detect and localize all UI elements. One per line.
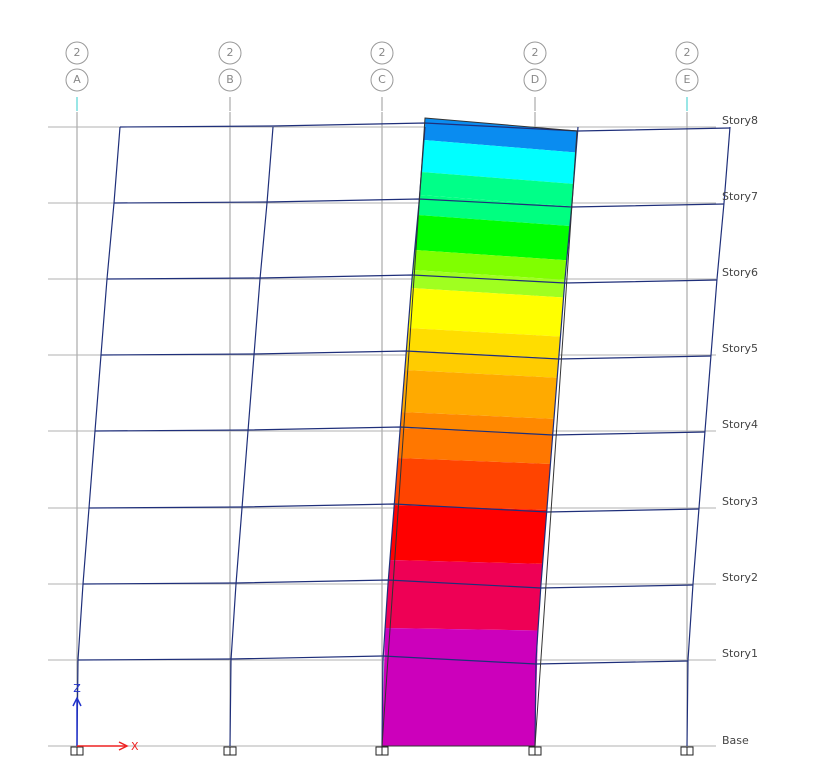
deformed-beam	[77, 655, 689, 665]
deformed-beam	[88, 503, 700, 513]
grid-bubble	[65, 41, 89, 65]
grid-bubble	[675, 41, 699, 65]
grid-bubble	[370, 68, 394, 92]
grid-bubble	[523, 68, 547, 92]
wall-band	[412, 250, 567, 280]
bubble-label: A	[73, 73, 81, 86]
story-label: Story2	[722, 571, 758, 584]
deformed-column	[76, 126, 121, 747]
bubble-number: 2	[74, 46, 81, 59]
wall-band	[423, 118, 578, 153]
grid-bubble	[675, 68, 699, 92]
story-label: Story3	[722, 495, 758, 508]
wall-band	[397, 428, 553, 464]
wall-band	[401, 370, 558, 419]
story-label: Story8	[722, 114, 758, 127]
bubble-number: 2	[379, 46, 386, 59]
bubble-number: 2	[532, 46, 539, 59]
wall-outline	[381, 117, 578, 747]
wall-band	[414, 215, 570, 261]
story-label: Story7	[722, 190, 758, 203]
grid-bubble	[523, 41, 547, 65]
story-label: Story4	[722, 418, 758, 431]
bubble-number: 2	[684, 46, 691, 59]
wall-band	[419, 172, 574, 207]
x-arrow	[118, 741, 129, 751]
grid-bubble	[65, 68, 89, 92]
grid-bubble	[218, 41, 242, 65]
grid-bubble	[218, 68, 242, 92]
wall-band	[408, 288, 564, 337]
wall-band	[389, 505, 547, 564]
deformed-beam	[82, 579, 694, 589]
deformed-column	[686, 126, 731, 747]
story-label: Base	[722, 734, 749, 747]
deformed-column	[229, 126, 274, 747]
wall-band	[406, 328, 561, 359]
wall-band	[382, 628, 538, 746]
bubble-label: E	[684, 73, 691, 86]
z-label: Z	[73, 682, 81, 695]
grid-bubble	[370, 41, 394, 65]
bubble-number: 2	[227, 46, 234, 59]
deformed-beam	[106, 274, 718, 284]
bubble-label: C	[378, 73, 386, 86]
x-label: X	[131, 740, 139, 753]
wall-band	[417, 195, 572, 226]
wall-band	[421, 140, 576, 184]
deformed-beam	[100, 350, 712, 360]
deformed-beam	[94, 426, 706, 436]
story-label: Story5	[722, 342, 758, 355]
deformed-column	[381, 126, 426, 747]
wall-band	[385, 560, 543, 631]
z-arrow	[72, 696, 82, 707]
wall-band	[394, 458, 551, 510]
story-label: Story1	[722, 647, 758, 660]
deformed-column	[534, 126, 579, 747]
bubble-label: B	[226, 73, 234, 86]
story-label: Story6	[722, 266, 758, 279]
bubble-label: D	[531, 73, 539, 86]
